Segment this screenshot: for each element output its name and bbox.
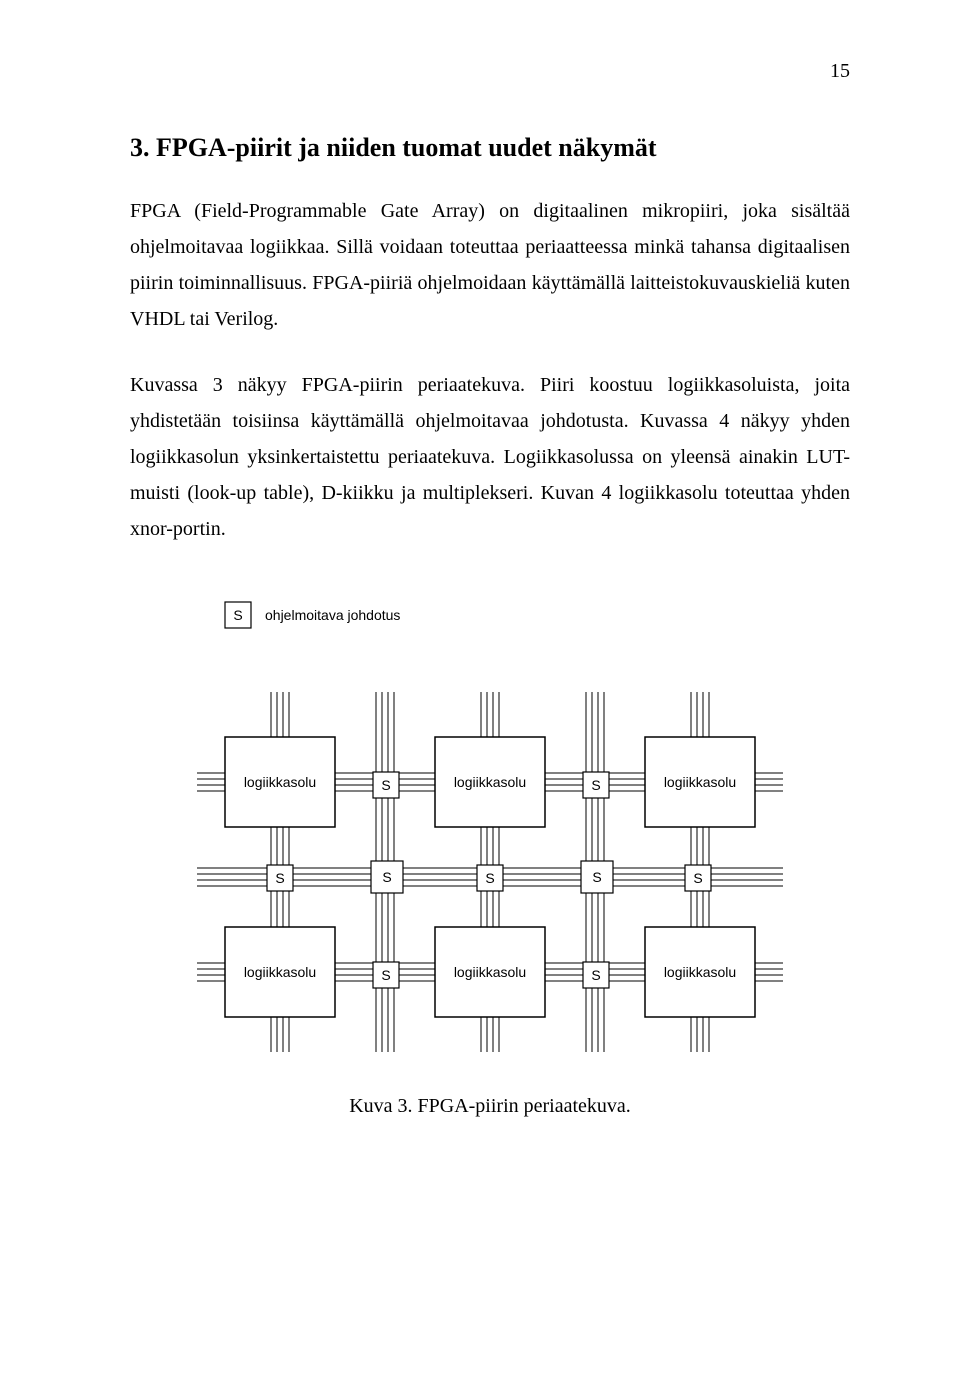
svg-text:logiikkasolu: logiikkasolu <box>244 964 316 980</box>
svg-text:logiikkasolu: logiikkasolu <box>664 964 736 980</box>
svg-text:logiikkasolu: logiikkasolu <box>454 774 526 790</box>
svg-text:S: S <box>233 607 242 623</box>
paragraph-1: FPGA (Field-Programmable Gate Array) on … <box>130 193 850 337</box>
figure-3-diagram: logiikkasolu logiikkasolu logiikkasolu logi… <box>130 577 850 1067</box>
svg-text:logiikkasolu: logiikkasolu <box>454 964 526 980</box>
svg-text:S: S <box>381 967 390 983</box>
svg-text:S: S <box>381 777 390 793</box>
fpga-schematic-svg: logiikkasolu logiikkasolu logiikkasolu logi… <box>185 577 795 1067</box>
svg-text:S: S <box>591 777 600 793</box>
figure-3-caption: Kuva 3. FPGA-piirin periaatekuva. <box>130 1095 850 1118</box>
svg-text:S: S <box>275 870 284 886</box>
svg-text:S: S <box>485 870 494 886</box>
svg-text:S: S <box>693 870 702 886</box>
page-number: 15 <box>130 60 850 83</box>
document-page: 15 3. FPGA-piirit ja niiden tuomat uudet… <box>0 0 960 1158</box>
svg-text:logiikkasolu: logiikkasolu <box>244 774 316 790</box>
section-heading: 3. FPGA-piirit ja niiden tuomat uudet nä… <box>130 133 850 163</box>
svg-text:S: S <box>592 869 601 885</box>
svg-text:logiikkasolu: logiikkasolu <box>664 774 736 790</box>
svg-text:ohjelmoitava johdotus: ohjelmoitava johdotus <box>265 607 400 623</box>
paragraph-2: Kuvassa 3 näkyy FPGA-piirin periaatekuva… <box>130 367 850 547</box>
svg-text:S: S <box>591 967 600 983</box>
svg-text:S: S <box>382 869 391 885</box>
